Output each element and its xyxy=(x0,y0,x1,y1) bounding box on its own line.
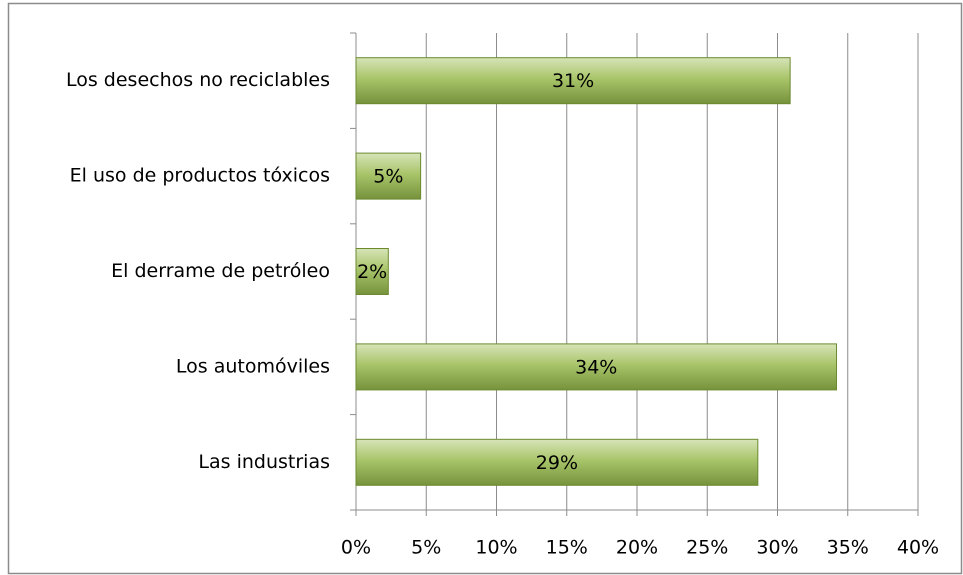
y-tick-label: Los desechos no reciclables xyxy=(66,69,330,91)
y-tick-label: Las industrias xyxy=(198,451,330,473)
data-label: 29% xyxy=(536,452,578,474)
x-tick-label: 0% xyxy=(341,537,371,559)
x-tick-label: 30% xyxy=(756,537,798,559)
data-label: 31% xyxy=(552,70,594,92)
bar xyxy=(355,343,838,391)
x-tick-label: 5% xyxy=(411,537,441,559)
x-tick-label: 15% xyxy=(546,537,588,559)
x-tick-label: 35% xyxy=(827,537,869,559)
x-tick-label: 25% xyxy=(686,537,728,559)
bar xyxy=(355,152,422,200)
data-label: 5% xyxy=(373,166,403,188)
bar xyxy=(355,57,791,105)
bar xyxy=(355,438,759,486)
data-label: 2% xyxy=(357,261,387,283)
bar xyxy=(355,248,389,295)
x-tick-label: 20% xyxy=(616,537,658,559)
x-tick-label: 10% xyxy=(475,537,517,559)
x-tick-label: 40% xyxy=(897,537,939,559)
y-tick-label: El derrame de petróleo xyxy=(111,260,330,282)
y-tick-label: El uso de productos tóxicos xyxy=(70,165,330,187)
y-tick-label: Los automóviles xyxy=(176,355,330,377)
data-label: 34% xyxy=(575,356,617,378)
